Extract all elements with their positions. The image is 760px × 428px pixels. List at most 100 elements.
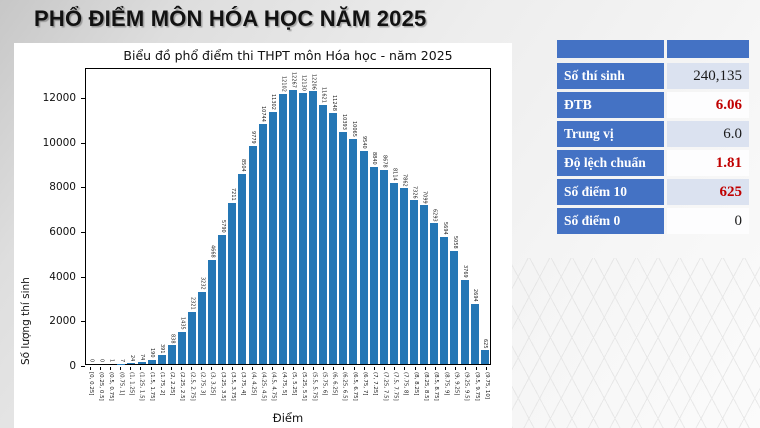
x-tick-mark: [150, 367, 152, 370]
stats-header-cell: [667, 40, 749, 58]
x-tick-label: (2, 2.25]: [169, 372, 176, 396]
y-tick-mark: [81, 321, 85, 323]
bar-slot: 1: [106, 69, 116, 364]
x-tick-label: (7.5, 7.75]: [392, 372, 399, 401]
x-tick-label: (4.75, 5]: [280, 372, 287, 396]
x-tick-mark: [241, 367, 243, 370]
stats-row-value: 6.0: [667, 121, 749, 147]
bar: [147, 359, 156, 364]
x-tick: (1, 1.25]: [126, 367, 136, 401]
stats-row-value: 1.81: [667, 150, 749, 176]
x-tick: (2.5, 2.75]: [187, 367, 197, 401]
x-tick-label: (8.25, 8.5]: [422, 372, 429, 401]
bar-value-label: 24: [128, 355, 135, 362]
x-tick-label: (3.25, 3.5]: [219, 372, 226, 401]
bar-slot: 10065: [348, 69, 358, 364]
bar: [167, 345, 176, 364]
bar-slot: 8678: [379, 69, 389, 364]
stats-row-value: 6.06: [667, 92, 749, 118]
x-tick: (1.25, 1.5]: [136, 367, 146, 401]
bar: [127, 363, 136, 364]
bar-value-label: 7862: [401, 173, 408, 187]
x-axis-label: Điểm: [272, 411, 304, 425]
x-tick-mark: [99, 367, 101, 370]
bar: [480, 350, 489, 364]
x-tick-mark: [282, 367, 284, 370]
bar-value-label: 7099: [421, 190, 428, 204]
x-tick-mark: [424, 367, 426, 370]
bar-slot: 5694: [439, 69, 449, 364]
bar-value-label: 10744: [260, 106, 267, 123]
bar-slot: 0: [96, 69, 106, 364]
bar-slot: 8504: [237, 69, 247, 364]
bar: [339, 131, 348, 364]
bar-value-label: 9540: [361, 136, 368, 149]
bar-value-label: 1: [108, 358, 115, 362]
x-tick-label: (5.5, 5.75]: [311, 372, 318, 401]
bar-slot: 9779: [248, 69, 258, 364]
x-tick-label: (3.75, 4]: [240, 372, 247, 396]
chart-title: Biểu đồ phổ điểm thi THPT môn Hóa học - …: [123, 48, 453, 63]
bar: [248, 145, 257, 364]
bar-slot: 11302: [268, 69, 278, 364]
x-tick-label: (4.5, 4.75]: [270, 372, 277, 401]
stats-row-label: Độ lệch chuẩn: [557, 150, 664, 176]
bar-slot: 12130: [298, 69, 308, 364]
x-tick: (4, 4.25]: [248, 367, 258, 401]
y-tick-label: 8000: [49, 181, 76, 194]
bar: [460, 279, 469, 364]
x-tick: (3.75, 4]: [237, 367, 247, 401]
bar-value-label: 8114: [391, 168, 398, 181]
stats-row: ĐTB 6.06: [557, 92, 749, 118]
x-tick-mark: [292, 367, 294, 370]
bar-slot: 9540: [359, 69, 369, 364]
bar: [187, 312, 196, 364]
y-tick-mark: [81, 232, 85, 233]
x-tick-mark: [434, 367, 436, 370]
x-tick-mark: [363, 367, 365, 370]
bar: [299, 93, 308, 364]
y-tick-label: 12000: [42, 92, 76, 105]
x-tick: (8.25, 8.5]: [420, 367, 430, 401]
x-tick-label: (5.25, 5.5]: [301, 372, 308, 401]
x-tick: (2.75, 3]: [197, 367, 207, 401]
bar-slot: 1435: [177, 69, 187, 364]
bar-value-label: 1435: [179, 317, 186, 330]
x-tick: (6.75, 7]: [359, 367, 369, 401]
bar: [389, 182, 398, 364]
bar: [450, 251, 459, 364]
stats-row-label: Số thí sinh: [557, 63, 664, 89]
x-tick-label: (7, 7.25]: [372, 372, 379, 396]
x-tick-label: (9.75, 10]: [483, 372, 490, 400]
x-tick: (0.25, 0.5]: [95, 367, 105, 401]
x-tick-label: (0.5, 0.75]: [108, 372, 115, 401]
x-tick: (6.5, 6.75]: [349, 367, 359, 401]
x-tick-label: (7.75, 8]: [402, 372, 409, 396]
x-tick-label: (0.75, 1]: [118, 372, 125, 396]
x-tick-mark: [384, 367, 386, 370]
stats-row: Số thí sinh 240,135: [557, 63, 749, 89]
bar-value-label: 7: [118, 358, 125, 362]
bar: [420, 205, 429, 364]
stats-row: Trung vị 6.0: [557, 121, 749, 147]
bar: [369, 166, 378, 364]
x-tick: (7.75, 8]: [400, 367, 410, 401]
bar: [379, 170, 388, 364]
x-tick-label: (6.25, 6.5]: [341, 372, 348, 401]
bar-value-label: 7211: [229, 188, 236, 201]
bar-slot: 11621: [318, 69, 328, 364]
bar-slot: 2694: [470, 69, 480, 364]
x-tick: (5.75, 6]: [319, 367, 329, 401]
bar-slot: 7211: [227, 69, 237, 364]
x-tick-label: (6.75, 7]: [362, 372, 369, 396]
bar-slot: 7862: [399, 69, 409, 364]
x-tick-mark: [272, 367, 274, 370]
x-tick-mark: [333, 367, 335, 370]
bar-value-label: 11621: [320, 86, 327, 103]
bar: [218, 234, 227, 364]
x-tick: (6.25, 6.5]: [339, 367, 349, 401]
bar: [137, 362, 146, 364]
bar-slot: 7099: [419, 69, 429, 364]
bar: [319, 104, 328, 364]
